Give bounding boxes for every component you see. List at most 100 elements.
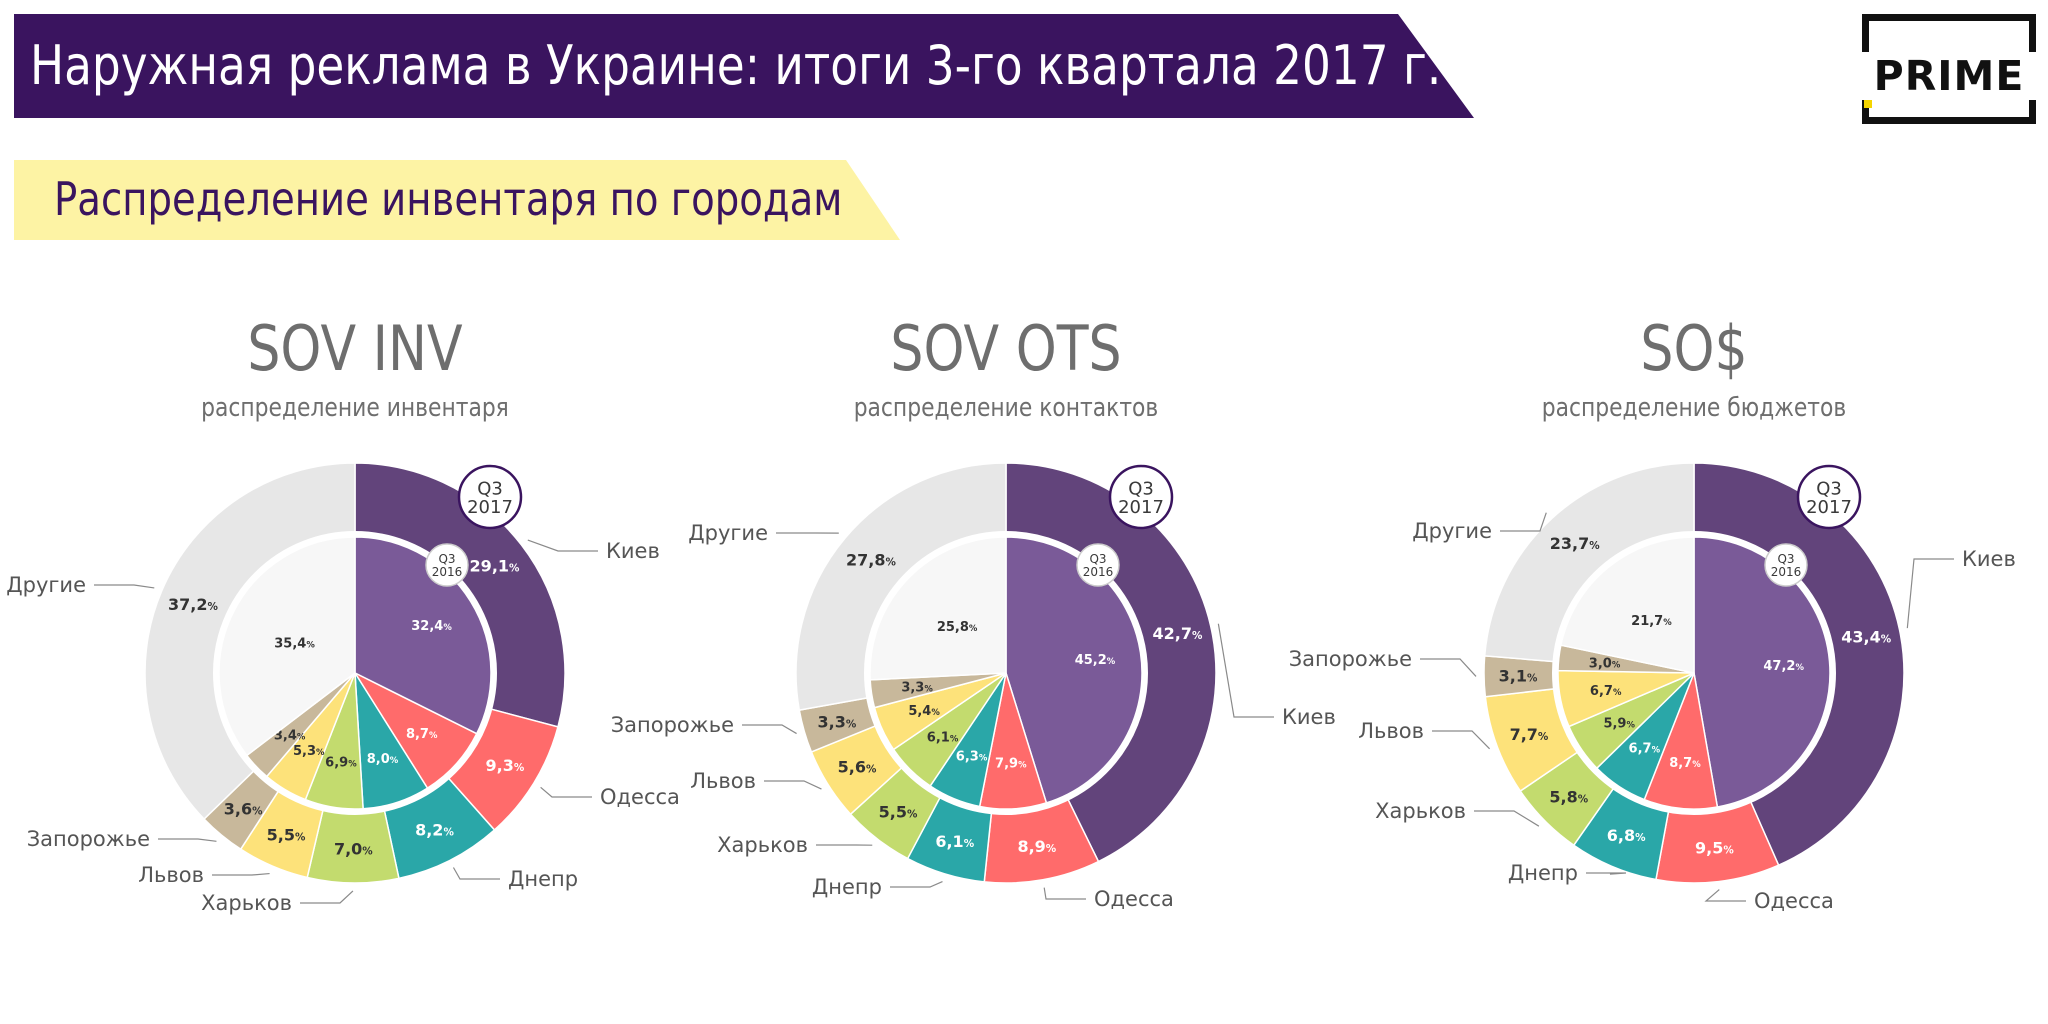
inner-value-label: 6,7%: [1629, 742, 1661, 757]
pie-chart-3: SO$ распределение бюджетов 43,4% 9,5% 6,8% 5,…: [1289, 313, 2016, 913]
q3-2017-badge: Q3 2017: [1806, 478, 1852, 518]
category-label-Другие: Другие: [1412, 519, 1492, 543]
section-title: Распределение инвентаря по городам: [54, 172, 843, 226]
inner-value-label: 35,4%: [274, 637, 315, 652]
category-label-Запорожье: Запорожье: [27, 827, 150, 851]
q3-2016-badge-circle: [1076, 543, 1120, 587]
subheader-banner: [14, 160, 900, 240]
inner-value-label: 3,3%: [901, 680, 933, 695]
category-label-Днепр: Днепр: [508, 867, 578, 891]
category-label-Харьков: Харьков: [717, 833, 808, 857]
chart-subtitle: распределение бюджетов: [1542, 392, 1847, 422]
leader-line: [764, 780, 822, 790]
category-label-Киев: Киев: [1962, 547, 2016, 571]
inner-value-label: 8,7%: [406, 727, 438, 742]
outer-value-label: 23,7%: [1550, 534, 1600, 553]
leader-line: [1043, 887, 1086, 900]
chart-subtitle: распределение контактов: [854, 392, 1159, 422]
inner-value-label: 7,9%: [995, 756, 1027, 771]
inner-value-label: 3,4%: [274, 728, 306, 743]
q3-2017-badge: Q3 2017: [1118, 478, 1164, 518]
inner-value-label: 6,9%: [325, 755, 357, 770]
category-label-Запорожье: Запорожье: [611, 713, 734, 737]
outer-value-label: 5,6%: [838, 757, 877, 776]
inner-slice-Другие: [869, 536, 1007, 681]
inner-value-label: 8,7%: [1669, 756, 1701, 771]
category-label-Днепр: Днепр: [1508, 861, 1578, 885]
inner-value-label: 3,0%: [1589, 657, 1621, 672]
inner-value-label: 5,4%: [908, 704, 940, 719]
q3-2017-badge: Q3 2017: [467, 478, 513, 518]
inner-value-label: 32,4%: [411, 619, 452, 634]
chart-title: SOV OTS: [890, 313, 1121, 386]
outer-value-label: 3,3%: [818, 712, 857, 731]
category-label-Запорожье: Запорожье: [1289, 647, 1412, 671]
outer-value-label: 3,1%: [1499, 666, 1538, 685]
leader-line: [1432, 730, 1491, 750]
outer-value-label: 5,5%: [267, 826, 306, 845]
leader-line: [527, 539, 598, 552]
category-label-Киев: Киев: [606, 539, 660, 563]
q3-2017-badge-circle: [457, 464, 523, 530]
inner-value-label: 45,2%: [1075, 653, 1116, 668]
outer-value-label: 42,7%: [1152, 624, 1202, 643]
inner-slice-Киев: [1693, 536, 1831, 808]
inner-value-label: 6,7%: [1590, 684, 1622, 699]
leader-line: [1420, 658, 1477, 677]
leader-line: [94, 584, 155, 589]
category-label-Одесса: Одесса: [1754, 889, 1834, 913]
chart-title: SO$: [1640, 313, 1747, 386]
leader-line: [452, 867, 500, 880]
outer-value-label: 9,3%: [485, 756, 524, 775]
q3-2016-badge: Q3 2016: [432, 552, 463, 579]
outer-value-label: 5,8%: [1549, 787, 1588, 806]
category-label-Днепр: Днепр: [812, 875, 882, 899]
outer-value-label: 8,9%: [1017, 837, 1056, 856]
header-banner: [14, 14, 1474, 118]
prime-logo-text: PRIME: [1862, 52, 2036, 100]
category-label-Харьков: Харьков: [1375, 799, 1466, 823]
ring-separator: [1552, 531, 1836, 815]
outer-value-label: 27,8%: [846, 551, 896, 570]
page-title: Наружная реклама в Украине: итоги 3-го к…: [30, 34, 1442, 97]
outer-value-label: 3,6%: [224, 799, 263, 818]
leader-line: [158, 838, 217, 842]
q3-2016-badge: Q3 2016: [1083, 552, 1114, 579]
leader-line: [1586, 872, 1627, 875]
outer-value-label: 8,2%: [415, 821, 454, 840]
leader-line: [540, 786, 592, 798]
leader-line: [742, 724, 797, 735]
outer-value-label: 29,1%: [470, 556, 520, 575]
leader-line: [1704, 889, 1746, 902]
category-label-Львов: Львов: [138, 863, 204, 887]
inner-slice-Киев: [1005, 536, 1143, 804]
outer-value-label: 7,7%: [1510, 725, 1549, 744]
inner-value-label: 6,1%: [927, 730, 959, 745]
ring-separator: [864, 531, 1148, 815]
pie-chart-2: SOV OTS распределение контактов 42,7% 8,9% 6…: [611, 313, 1336, 911]
outer-value-label: 5,5%: [879, 803, 918, 822]
outer-value-label: 9,5%: [1695, 838, 1734, 857]
inner-slice-Другие: [1559, 536, 1695, 674]
category-label-Львов: Львов: [1358, 719, 1424, 743]
inner-value-label: 8,0%: [367, 752, 399, 767]
q3-2016-badge-circle: [1764, 543, 1808, 587]
leader-line: [1217, 623, 1274, 718]
outer-value-label: 43,4%: [1841, 627, 1891, 646]
inner-value-label: 5,3%: [293, 744, 325, 759]
q3-2017-badge-circle: [1796, 464, 1862, 530]
leader-line: [890, 880, 943, 888]
ring-separator: [213, 531, 497, 815]
inner-value-label: 21,7%: [1631, 614, 1672, 629]
outer-value-label: 7,0%: [334, 840, 373, 859]
outer-value-label: 37,2%: [168, 595, 218, 614]
leader-line: [300, 890, 354, 904]
inner-value-label: 47,2%: [1763, 659, 1804, 674]
leader-line: [1474, 810, 1540, 827]
pie-chart-1: SOV INV распределение инвентаря 29,1% 9,3% 8…: [6, 313, 680, 915]
q3-2016-badge: Q3 2016: [1771, 552, 1802, 579]
category-label-Львов: Львов: [690, 769, 756, 793]
leader-line: [1906, 558, 1954, 629]
chart-title: SOV INV: [247, 313, 462, 386]
leader-line: [1500, 512, 1547, 532]
